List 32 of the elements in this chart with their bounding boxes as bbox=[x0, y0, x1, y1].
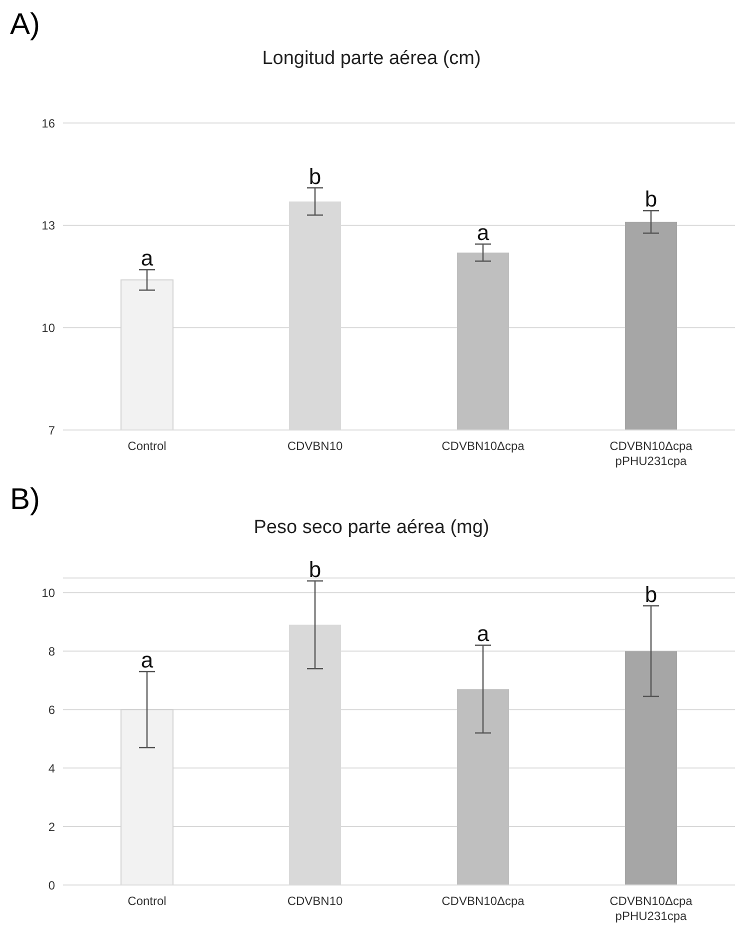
y-tick-label: 7 bbox=[48, 423, 56, 438]
y-tick-label: 6 bbox=[48, 702, 56, 717]
bar bbox=[625, 651, 677, 885]
y-tick-label: 8 bbox=[48, 644, 56, 658]
bar bbox=[457, 689, 509, 885]
x-tick-label: Control bbox=[128, 894, 166, 908]
y-tick-label: 2 bbox=[48, 820, 56, 834]
x-tick-label: CDVBN10Δcpa pPHU231cpa bbox=[610, 439, 693, 468]
x-tick-label: CDVBN10 bbox=[287, 894, 343, 908]
x-tick-label: CDVBN10 bbox=[287, 439, 343, 453]
chart-title: Peso seco parte aérea (mg) bbox=[252, 517, 490, 539]
y-tick-label: 4 bbox=[48, 761, 56, 776]
y-tick-label: 13 bbox=[42, 218, 56, 233]
text: A) bbox=[10, 8, 40, 42]
annotation: b bbox=[644, 186, 658, 212]
annotation: a bbox=[140, 648, 154, 673]
text: B) bbox=[10, 483, 40, 517]
annotation: a bbox=[140, 246, 154, 271]
annotation: b bbox=[308, 556, 322, 582]
annotation: a bbox=[476, 621, 490, 646]
y-tick-label: 10 bbox=[42, 320, 56, 335]
y-tick-label: 10 bbox=[42, 586, 56, 600]
x-tick-label: CDVBN10Δcpa pPHU231cpa bbox=[610, 894, 693, 923]
x-tick-label: Control bbox=[128, 439, 166, 453]
annotation: a bbox=[476, 220, 490, 246]
x-tick-label: CDVBN10Δcpa bbox=[442, 439, 525, 453]
annotation: b bbox=[644, 582, 658, 607]
x-tick-label: CDVBN10Δcpa bbox=[442, 894, 525, 908]
y-tick-label: 0 bbox=[48, 878, 56, 892]
annotation: b bbox=[308, 164, 322, 189]
y-tick-label: 16 bbox=[42, 116, 56, 130]
chart-title: Longitud parte aérea (cm) bbox=[261, 48, 482, 70]
